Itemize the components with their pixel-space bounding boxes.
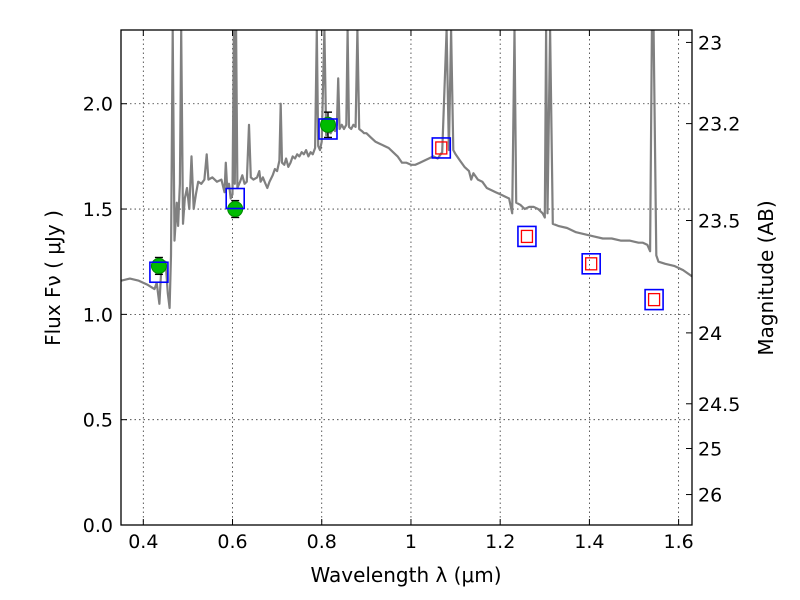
y-tick-label: 2.0 (83, 94, 113, 116)
predicted-point-square (585, 257, 598, 271)
x-tick-label: 1.2 (485, 531, 515, 553)
predicted-point-square (520, 229, 534, 244)
model-point-square (644, 288, 664, 311)
x-tick-label: 1.4 (574, 531, 604, 553)
model-point-square (581, 253, 601, 275)
predicted-point-square (647, 292, 661, 307)
right-tick-label: 26 (698, 485, 722, 507)
y-tick-label: 1.0 (83, 304, 113, 326)
tick-layer: 0.4 0.6 0.8 1 1.2 1.4 1.6 0.0 0.5 1.0 1.5 2.0 23 23.2… (83, 30, 740, 553)
right-tick-label: 23.2 (698, 114, 740, 136)
plot-frame (120, 29, 693, 526)
right-tick-label: 24.5 (698, 394, 740, 416)
y-tick-label: 1.5 (83, 199, 113, 221)
x-tick-label: 1.6 (664, 531, 694, 553)
grid-layer (121, 30, 692, 526)
y-axis-label: Flux Fν ( μJy ) (41, 210, 65, 346)
right-tick-label: 23 (698, 32, 722, 54)
right-tick-label: 23.5 (698, 211, 740, 233)
series-layer (121, 30, 692, 310)
model-point-square (517, 225, 537, 248)
sed-line (121, 30, 692, 310)
model-point-square (318, 118, 338, 140)
y-tick-label: 0.5 (83, 410, 113, 432)
model-point-square (149, 261, 169, 284)
observed-point (150, 257, 167, 274)
y-tick-label: 0.0 (83, 515, 113, 537)
model-point-square (225, 187, 245, 210)
x-tick-label: 0.8 (307, 531, 337, 553)
x-tick-label: 1 (405, 531, 417, 553)
marker-layer (149, 111, 664, 311)
right-tick-label: 24 (698, 323, 722, 345)
x-tick-label: 0.4 (128, 531, 158, 553)
x-axis-label: Wavelength λ (μm) (310, 563, 501, 587)
observed-point (319, 116, 336, 133)
predicted-point-square (435, 141, 448, 155)
x-tick-label: 0.6 (217, 531, 247, 553)
right-y-axis-label: Magnitude (AB) (754, 200, 778, 355)
model-point-square (431, 137, 452, 159)
right-tick-label: 25 (698, 439, 722, 461)
